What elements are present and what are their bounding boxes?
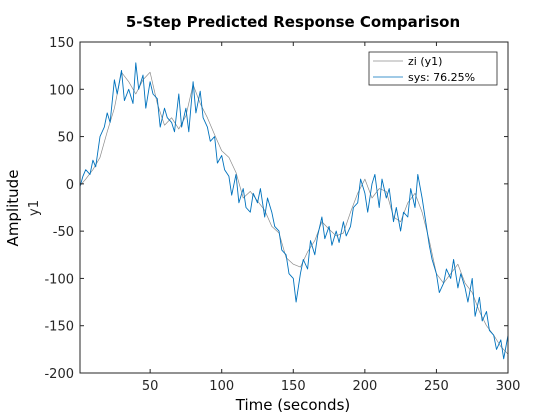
- x-tick-label: 50: [142, 379, 159, 394]
- y-tick-label: 0: [66, 178, 74, 193]
- y-axis-label: Amplitude: [4, 170, 22, 247]
- legend-entry-sys: sys: 76.25%: [408, 71, 475, 84]
- series-layer: [79, 62, 509, 360]
- legend[interactable]: zi (y1) sys: 76.25%: [368, 51, 498, 86]
- axes-background: [80, 42, 508, 373]
- x-tick-label: 200: [352, 379, 377, 394]
- legend-entry-zi: zi (y1): [408, 55, 442, 68]
- x-tick-label: 100: [209, 379, 234, 394]
- tick-marks: [80, 41, 509, 374]
- axes-box: [79, 41, 509, 374]
- x-axis-label: Time (seconds): [235, 396, 351, 414]
- y-tick-label: 150: [49, 36, 74, 51]
- y-tick-label: -50: [53, 225, 74, 240]
- plot-area[interactable]: [79, 41, 509, 374]
- x-tick-labels: 50 100 150 200 250 300: [142, 379, 521, 394]
- y-tick-label: -150: [44, 320, 74, 335]
- legend-box: [368, 51, 498, 86]
- y-tick-label: 100: [49, 83, 74, 98]
- x-tick-label: 150: [281, 379, 306, 394]
- chart-title: 5-Step Predicted Response Comparison: [126, 13, 460, 31]
- y-tick-label: -100: [44, 272, 74, 287]
- series-line-sys[interactable]: [79, 62, 509, 360]
- channel-label: y1: [27, 200, 42, 216]
- y-tick-label: -200: [44, 367, 74, 382]
- x-tick-label: 300: [496, 379, 521, 394]
- y-tick-label: 50: [57, 131, 74, 146]
- y-tick-labels: 150 100 50 0 -50 -100 -150 -200: [44, 36, 74, 382]
- x-tick-label: 250: [424, 379, 449, 394]
